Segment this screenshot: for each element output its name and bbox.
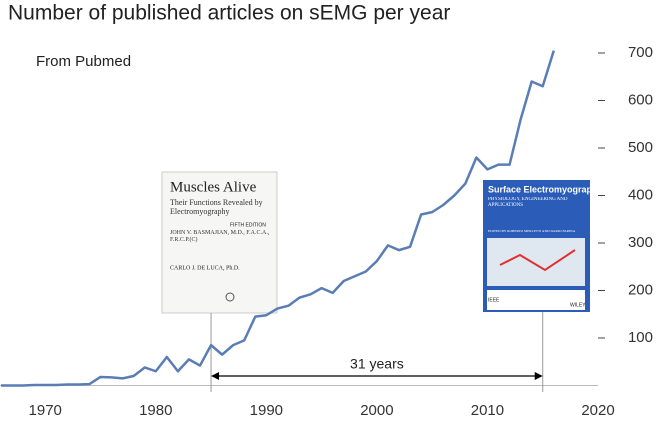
book-cover: Muscles Alive Their Functions Revealed b… [161,171,278,314]
arrow-head [211,372,220,380]
y-tick-label: 700 [628,44,653,61]
y-tick-label: 100 [628,329,653,346]
book-author: JOHN V. BASMAJIAN, M.D., F.A.C.A., F.R.C… [170,230,270,243]
book-background [161,171,278,314]
book-editors: EDITED BY ROBERTO MERLETTI AND DARIO FAR… [488,229,576,233]
y-tick-label: 200 [628,281,653,298]
data-line [1,50,555,387]
book-subtitle-box: PHYSIOLOGY, ENGINEERING AND APPLICATIONS [488,197,568,208]
x-tick-label: 1980 [139,402,172,419]
x-tick-label: 2020 [581,402,614,419]
chart-title: Number of published articles on sEMG per… [8,2,450,25]
book-author: CARLO J. DE LUCA, Ph.D. [170,265,240,271]
x-tick-label: 1970 [29,402,62,419]
book-image-plot [499,249,576,272]
book-subtitle: PHYSIOLOGY, ENGINEERING AND APPLICATIONS [488,197,568,208]
x-tick-label: 2010 [471,402,504,419]
book-image [487,238,585,286]
book-title: Muscles Alive [170,179,257,195]
book-logo [225,292,235,302]
y-tick-label: 500 [628,139,653,156]
book-publisher: IEEE [488,297,500,303]
book-title: Surface Electromyography [488,184,603,194]
arrow-head [534,372,543,380]
book-footer [487,290,585,310]
x-tick-label: 1990 [250,402,283,419]
book-publisher: WILEY [570,302,586,308]
chart-subtitle: From Pubmed [36,53,131,70]
y-tick-label: 300 [628,234,653,251]
book-edition: FIFTH EDITION [230,222,266,228]
book-subtitle: Their Functions Revealed by Electromyogr… [170,198,263,216]
y-tick-label: 600 [628,91,653,108]
y-tick-label: 400 [628,186,653,203]
book-subtitle-box: Their Functions Revealed by Electromyogr… [170,198,263,216]
book-author-box: JOHN V. BASMAJIAN, M.D., F.A.C.A., F.R.C… [170,230,270,243]
span-label: 31 years [350,356,404,372]
book-editor-box: EDITED BY ROBERTO MERLETTI AND DARIO FAR… [488,229,576,233]
book-cover: Surface Electromyography PHYSIOLOGY, ENG… [483,180,603,312]
x-tick-label: 2000 [360,402,393,419]
